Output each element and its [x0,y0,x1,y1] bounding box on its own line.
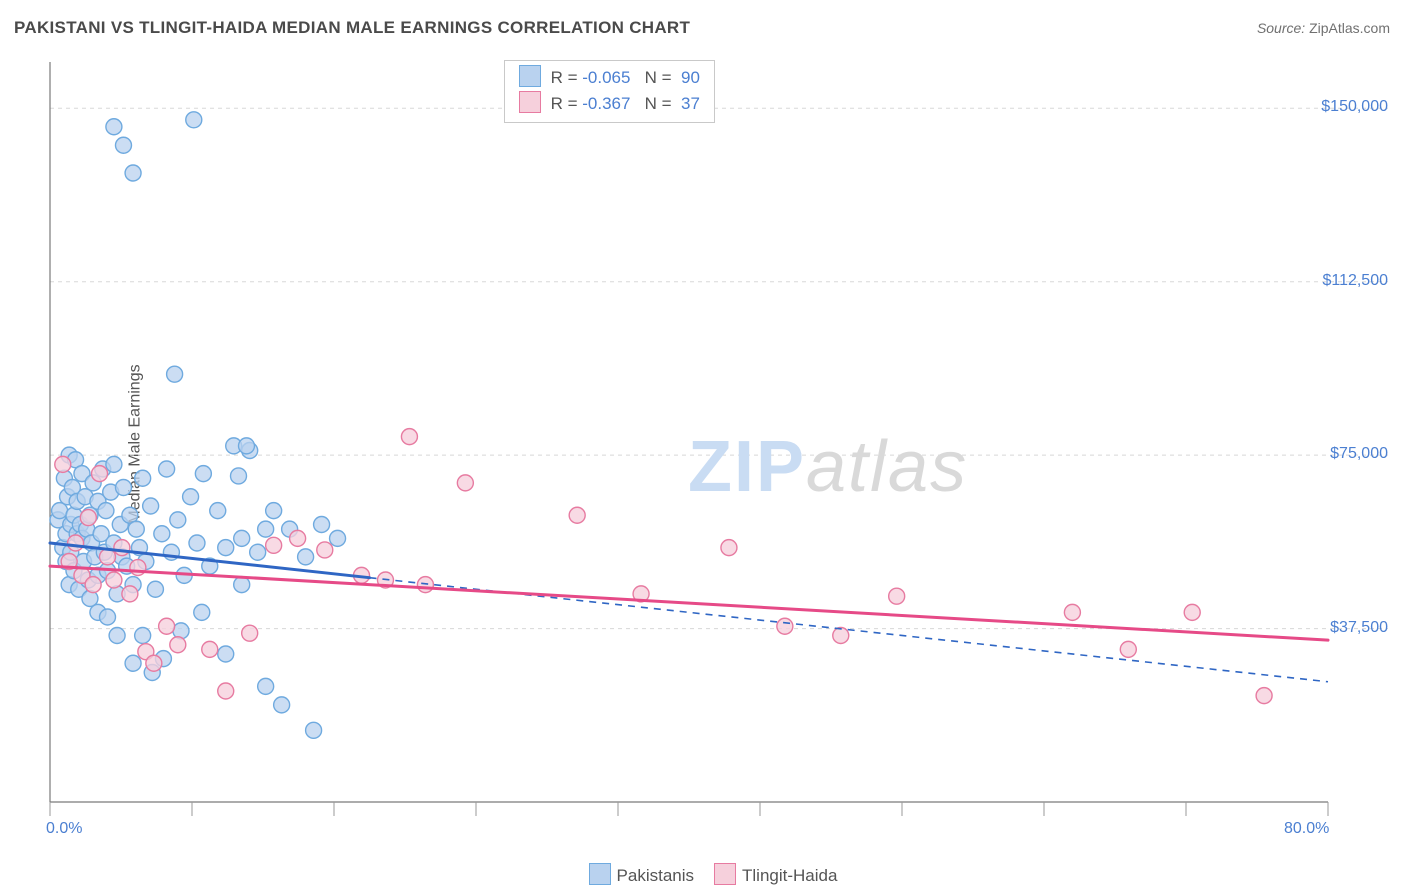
scatter-chart [48,56,1388,832]
source-value: ZipAtlas.com [1309,20,1390,36]
y-tick-label: $112,500 [1322,272,1388,290]
y-tick-label: $37,500 [1330,619,1388,637]
x-min-label: 0.0% [46,820,82,838]
source-attribution: Source: ZipAtlas.com [1257,20,1390,36]
y-tick-label: $150,000 [1321,98,1388,116]
source-label: Source: [1257,20,1305,36]
legend-swatch-pakistanis [589,863,611,885]
legend-swatch-tlingit-haida [714,863,736,885]
chart-container: PAKISTANI VS TLINGIT-HAIDA MEDIAN MALE E… [0,0,1406,892]
legend-label-pakistanis: Pakistanis [617,866,694,885]
legend-row-pakistanis: R = -0.065 N = 90 [519,65,700,91]
legend-row-tlingit-haida: R = -0.367 N = 37 [519,91,700,117]
legend-label-tlingit-haida: Tlingit-Haida [742,866,837,885]
chart-title: PAKISTANI VS TLINGIT-HAIDA MEDIAN MALE E… [14,18,690,38]
y-tick-label: $75,000 [1330,445,1388,463]
correlation-legend: R = -0.065 N = 90R = -0.367 N = 37 [504,60,715,123]
plot-area: Median Male Earnings ZIPatlas R = -0.065… [48,56,1388,832]
x-max-label: 80.0% [1284,820,1329,838]
series-legend: Pakistanis Tlingit-Haida [0,863,1406,886]
